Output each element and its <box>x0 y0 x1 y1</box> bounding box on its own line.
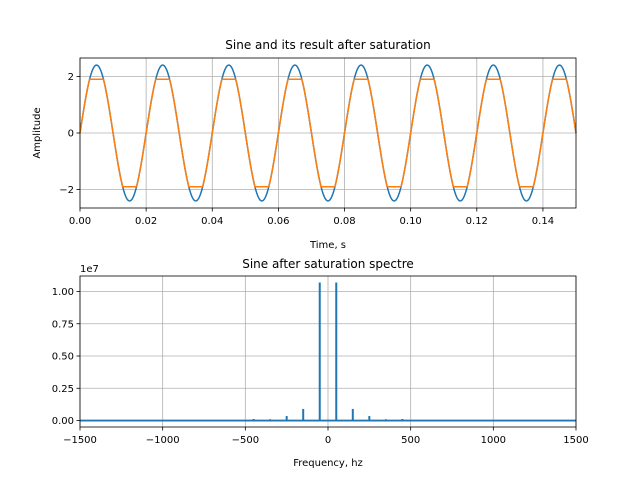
spectrum-chart: Sine after saturation spectre 1e7 −1500−… <box>52 257 589 469</box>
sine-series-line <box>79 64 577 202</box>
spectrum-chart-y-tick-label: 0.50 <box>52 352 74 363</box>
spectrum-chart-grid <box>79 276 577 427</box>
spectrum-chart-scale-label: 1e7 <box>80 264 99 275</box>
spectrum-chart-y-tick-label: 1.00 <box>52 287 74 298</box>
spectrum-chart-x-tick-label: −500 <box>232 435 259 446</box>
time-chart-y-tick-label: 0 <box>68 129 74 140</box>
time-chart-x-ticks: 0.00 0.02 0.04 0.06 0.08 0.10 0.12 0.14 <box>69 208 554 227</box>
spectrum-chart-x-label: Frequency, hz <box>293 458 363 469</box>
time-chart-y-tick-label: −2 <box>59 185 74 196</box>
spectrum-chart-series <box>80 282 576 422</box>
spectrum-chart-title: Sine after saturation spectre <box>242 257 414 271</box>
time-chart-title: Sine and its result after saturation <box>225 38 430 52</box>
time-chart-x-tick-label: 0.14 <box>532 216 554 227</box>
spectrum-chart-y-tick-label: 0.00 <box>52 416 74 427</box>
time-chart-series <box>79 64 577 202</box>
spectrum-chart-x-tick-label: 500 <box>401 435 420 446</box>
spectrum-chart-x-tick-label: 1000 <box>481 435 506 446</box>
spectrum-chart-x-tick-label: −1000 <box>146 435 180 446</box>
time-chart-x-tick-label: 0.12 <box>466 216 488 227</box>
time-chart-x-tick-label: 0.00 <box>69 216 91 227</box>
time-chart: Sine and its result after saturation 0.0… <box>32 38 577 251</box>
time-chart-x-tick-label: 0.02 <box>135 216 157 227</box>
spectrum-chart-y-ticks: 0.00 0.25 0.50 0.75 1.00 <box>52 287 80 427</box>
spectrum-chart-y-tick-label: 0.25 <box>52 384 74 395</box>
spectrum-chart-y-tick-label: 0.75 <box>52 319 74 330</box>
time-chart-x-label: Time, s <box>309 240 346 251</box>
spectrum-chart-x-tick-label: 1500 <box>563 435 588 446</box>
time-chart-x-tick-label: 0.06 <box>267 216 289 227</box>
time-chart-x-tick-label: 0.04 <box>201 216 223 227</box>
time-chart-y-label: Amplitude <box>32 107 43 158</box>
time-chart-y-tick-label: 2 <box>68 72 74 83</box>
spectrum-chart-x-ticks: −1500 −1000 −500 0 500 1000 1500 <box>63 427 589 446</box>
time-chart-x-tick-label: 0.08 <box>333 216 355 227</box>
spectrum-chart-x-tick-label: −1500 <box>63 435 97 446</box>
saturated-sine-series-line <box>79 78 577 188</box>
spectrum-chart-x-tick-label: 0 <box>325 435 331 446</box>
time-chart-y-ticks: −2 0 2 <box>59 72 80 196</box>
time-chart-x-tick-label: 0.10 <box>400 216 422 227</box>
